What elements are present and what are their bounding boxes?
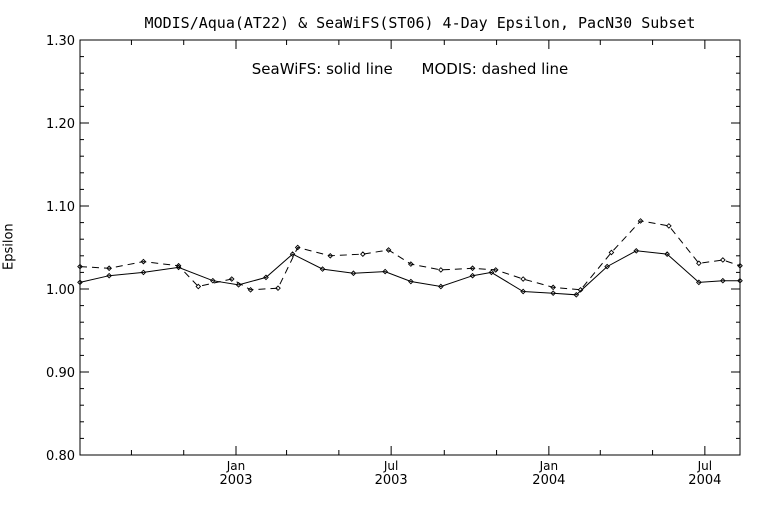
- modis-point: [106, 265, 112, 272]
- seawifs-point: [520, 288, 526, 295]
- y-tick-label: 0.90: [46, 366, 75, 381]
- modis-point: [666, 223, 672, 229]
- seawifs-point: [550, 290, 556, 296]
- seawifs-point: [633, 247, 640, 254]
- x-tick-label-year: 2003: [375, 473, 408, 488]
- seawifs-point: [77, 279, 83, 286]
- modis-point: [140, 258, 147, 265]
- x-tick-label-month: Jul: [697, 459, 712, 473]
- modis-point: [520, 276, 526, 282]
- x-tick-label-month: Jan: [539, 459, 559, 473]
- modis-point: [608, 249, 615, 256]
- seawifs-note: SeaWiFS: solid line: [251, 60, 393, 78]
- line-style-note: SeaWiFS: solid line MODIS: dashed line: [80, 60, 740, 78]
- seawifs-point: [438, 283, 444, 290]
- modis-point: [77, 263, 83, 270]
- seawifs-point: [235, 282, 242, 288]
- seawifs-point: [573, 291, 580, 298]
- y-tick-label: 1.30: [46, 34, 75, 49]
- modis-point: [737, 262, 743, 269]
- modis-note: MODIS: dashed line: [421, 60, 569, 78]
- modis-point: [438, 267, 444, 273]
- seawifs-point: [382, 268, 388, 275]
- seawifs-line: [79, 250, 740, 296]
- modis-point: [637, 218, 644, 224]
- modis-point: [720, 257, 726, 263]
- seawifs-point: [140, 269, 147, 276]
- x-tick-label-month: Jul: [383, 459, 398, 473]
- modis-point: [385, 247, 392, 253]
- seawifs-point: [469, 272, 476, 279]
- modis-point: [294, 244, 301, 251]
- modis-point: [696, 260, 702, 267]
- series-group: [77, 218, 743, 298]
- y-tick-label: 1.10: [46, 200, 75, 215]
- modis-point: [577, 286, 584, 293]
- modis-point: [469, 265, 476, 272]
- seawifs-point: [664, 251, 670, 257]
- plot-frame: [79, 39, 741, 456]
- modis-line: [79, 220, 741, 291]
- seawifs-point: [106, 272, 112, 279]
- modis-point: [550, 284, 556, 291]
- x-tick-label-year: 2004: [688, 473, 721, 488]
- seawifs-point: [408, 278, 414, 285]
- modis-point: [327, 252, 334, 259]
- seawifs-point: [210, 277, 216, 284]
- seawifs-point: [604, 263, 610, 270]
- y-tick-label: 1.20: [46, 117, 75, 132]
- seawifs-point: [319, 266, 326, 272]
- x-tick-label-year: 2003: [219, 473, 252, 488]
- modis-point: [408, 261, 414, 267]
- seawifs-point: [350, 270, 357, 277]
- modis-point: [195, 283, 202, 290]
- x-tick-label-month: Jan: [226, 459, 246, 473]
- seawifs-point: [720, 277, 726, 284]
- modis-point: [247, 286, 254, 293]
- modis-point: [275, 285, 281, 292]
- seawifs-point: [289, 251, 296, 257]
- chart-title: MODIS/Aqua(AT22) & SeaWiFS(ST06) 4-Day E…: [144, 14, 696, 32]
- seawifs-point: [488, 269, 495, 276]
- modis-point: [492, 267, 499, 273]
- modis-point: [228, 276, 235, 282]
- modis-point: [175, 262, 182, 269]
- seawifs-point: [263, 274, 269, 281]
- x-tick-label-year: 2004: [532, 473, 565, 488]
- modis-point: [360, 251, 366, 257]
- seawifs-point: [737, 277, 743, 284]
- seawifs-point: [696, 279, 702, 286]
- y-tick-label: 1.00: [46, 283, 75, 298]
- axes: 0.800.901.001.101.201.30Jan2003Jul2003Ja…: [46, 34, 741, 488]
- y-tick-label: 0.80: [46, 449, 75, 464]
